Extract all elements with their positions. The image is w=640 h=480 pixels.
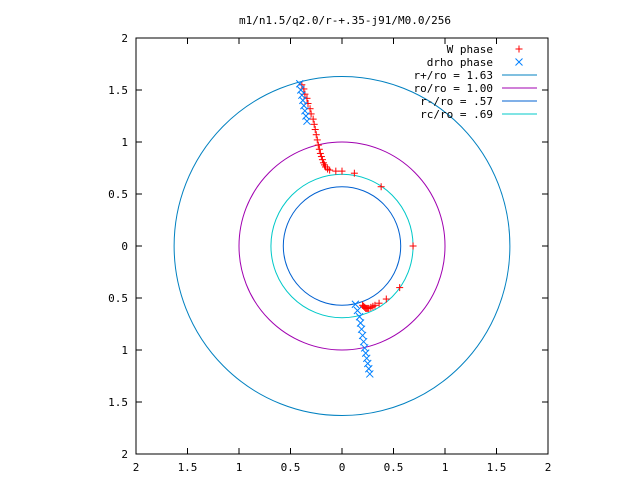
w-phase-point: [359, 301, 367, 309]
y-tick-label: 1.5: [108, 84, 128, 97]
w-phase-point: [332, 167, 340, 175]
reference-circle: [173, 75, 511, 417]
w-phase-point: [318, 156, 326, 164]
x-tick-label: 1: [236, 461, 243, 474]
marker-stroke: [356, 319, 365, 327]
w-phase-point: [315, 145, 323, 153]
y-tick-label: 1: [121, 344, 128, 357]
y-tick-label: 0: [121, 240, 128, 253]
legend-label: W phase: [447, 43, 493, 56]
x-tick-label: 2: [545, 461, 552, 474]
drho-phase-point: [301, 106, 309, 115]
x-tick-label: 0.5: [281, 461, 301, 474]
legend-label: drho phase: [427, 56, 493, 69]
legend-label: r+/ro = 1.63: [414, 69, 493, 82]
drho-phase-point: [364, 364, 373, 373]
y-tick-label: 2: [121, 32, 128, 45]
drho-phase-point: [295, 79, 304, 88]
w-phase-point: [316, 149, 324, 157]
drho-phase-point: [302, 112, 310, 120]
drho-phase-point: [357, 325, 366, 334]
drho-phase-point: [362, 354, 371, 363]
x-tick-label: 0: [339, 461, 346, 474]
marker-stroke: [365, 370, 374, 378]
w-phase-point: [317, 153, 325, 161]
reference-circle: [238, 141, 446, 351]
drho-phase-point: [359, 337, 368, 346]
w-phase-point: [375, 299, 383, 307]
w-phase-point: [306, 105, 314, 113]
y-tick-label: 0.5: [108, 292, 128, 305]
w-phase-point: [298, 81, 306, 89]
legend-label: ro/ro = 1.00: [414, 82, 493, 95]
x-tick-label: 1.5: [487, 461, 507, 474]
legend-marker: [515, 58, 523, 66]
marker-stroke: [359, 337, 368, 346]
drho-phase-point: [355, 312, 364, 321]
y-tick-label: 2: [121, 448, 128, 461]
w-phase-point: [409, 242, 417, 250]
legend-marker: [515, 45, 523, 53]
reference-circle: [282, 186, 402, 306]
w-phase-point: [377, 183, 385, 191]
drho-phase-point: [363, 359, 372, 368]
w-phase-point: [319, 159, 327, 167]
reference-circle: [270, 173, 414, 319]
w-phase-point: [396, 284, 404, 292]
w-phase-point: [307, 110, 315, 118]
drho-phase-point: [296, 86, 305, 94]
w-phase-point: [360, 302, 368, 310]
drho-phase-point: [351, 300, 360, 309]
legend-label: rc/ro = .69: [420, 108, 493, 121]
y-tick-label: 1.5: [108, 396, 128, 409]
drho-phase-point: [297, 91, 306, 100]
w-phase-point: [313, 136, 321, 144]
y-tick-label: 0.5: [108, 188, 128, 201]
drho-phase-point: [365, 370, 374, 378]
chart-title: m1/n1.5/q2.0/r-+.35-j91/M0.0/256: [239, 14, 451, 27]
marker-stroke: [295, 79, 304, 88]
marker-stroke: [357, 325, 366, 334]
x-tick-label: 0.5: [384, 461, 404, 474]
marker-stroke: [515, 58, 523, 66]
w-phase-point: [350, 169, 358, 177]
x-tick-label: 1.5: [178, 461, 198, 474]
w-phase-point: [338, 167, 346, 175]
legend-label: r-/ro = .57: [420, 95, 493, 108]
marker-stroke: [358, 331, 367, 340]
reference-circles: [173, 75, 511, 417]
w-phase-point: [309, 115, 317, 123]
w-phase-point: [312, 131, 320, 139]
w-phase-point: [311, 126, 319, 134]
w-phase-point: [382, 295, 390, 303]
marker-stroke: [353, 306, 362, 315]
drho-phase-point: [353, 306, 362, 315]
drho-phase-point: [300, 101, 308, 110]
x-tick-label: 1: [442, 461, 449, 474]
x-tick-label: 2: [133, 461, 140, 474]
drho-phase-point: [299, 96, 307, 105]
axis-ticks: 2 1.5 1 0.5 0 0.5 1 1.5 221.510.500.511.52: [108, 32, 551, 474]
w-phase-point: [310, 120, 318, 128]
y-tick-label: 1: [121, 136, 128, 149]
phase-series: [295, 79, 417, 378]
marker-stroke: [355, 312, 364, 321]
drho-phase-point: [358, 331, 367, 340]
w-phase-point: [314, 141, 322, 149]
marker-stroke: [351, 300, 360, 309]
marker-stroke: [296, 86, 305, 94]
drho-phase-point: [356, 319, 365, 327]
drho-phase-point: [361, 349, 370, 357]
drho-phase-point: [303, 117, 311, 126]
